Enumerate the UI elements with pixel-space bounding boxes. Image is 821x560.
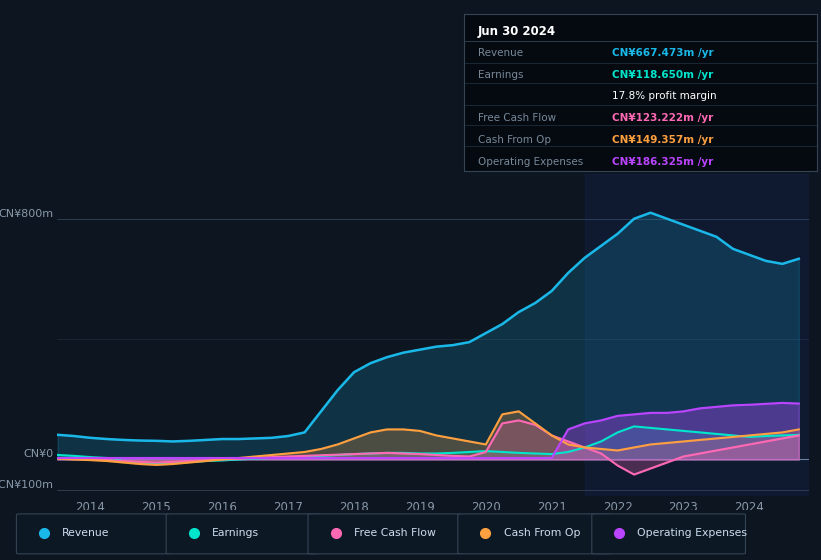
- FancyBboxPatch shape: [592, 514, 745, 554]
- Text: Jun 30 2024: Jun 30 2024: [478, 25, 556, 38]
- Text: CN¥667.473m /yr: CN¥667.473m /yr: [612, 49, 713, 58]
- Text: Earnings: Earnings: [212, 529, 259, 538]
- Text: Earnings: Earnings: [478, 71, 524, 81]
- Text: Free Cash Flow: Free Cash Flow: [478, 113, 556, 123]
- Text: Operating Expenses: Operating Expenses: [478, 157, 583, 167]
- Text: 17.8% profit margin: 17.8% profit margin: [612, 91, 717, 101]
- Text: Cash From Op: Cash From Op: [478, 135, 551, 144]
- FancyBboxPatch shape: [16, 514, 170, 554]
- Text: -CN¥100m: -CN¥100m: [0, 479, 53, 489]
- Text: Cash From Op: Cash From Op: [503, 529, 580, 538]
- FancyBboxPatch shape: [458, 514, 612, 554]
- Text: CN¥149.357m /yr: CN¥149.357m /yr: [612, 135, 713, 144]
- Text: CN¥118.650m /yr: CN¥118.650m /yr: [612, 71, 713, 81]
- Text: Free Cash Flow: Free Cash Flow: [354, 529, 436, 538]
- FancyBboxPatch shape: [166, 514, 320, 554]
- FancyBboxPatch shape: [308, 514, 461, 554]
- Text: CN¥800m: CN¥800m: [0, 209, 53, 219]
- Text: Revenue: Revenue: [62, 529, 110, 538]
- Text: CN¥186.325m /yr: CN¥186.325m /yr: [612, 157, 713, 167]
- Text: Operating Expenses: Operating Expenses: [637, 529, 747, 538]
- Text: CN¥123.222m /yr: CN¥123.222m /yr: [612, 113, 713, 123]
- Bar: [585, 174, 809, 496]
- Text: Revenue: Revenue: [478, 49, 523, 58]
- Text: CN¥0: CN¥0: [24, 450, 53, 460]
